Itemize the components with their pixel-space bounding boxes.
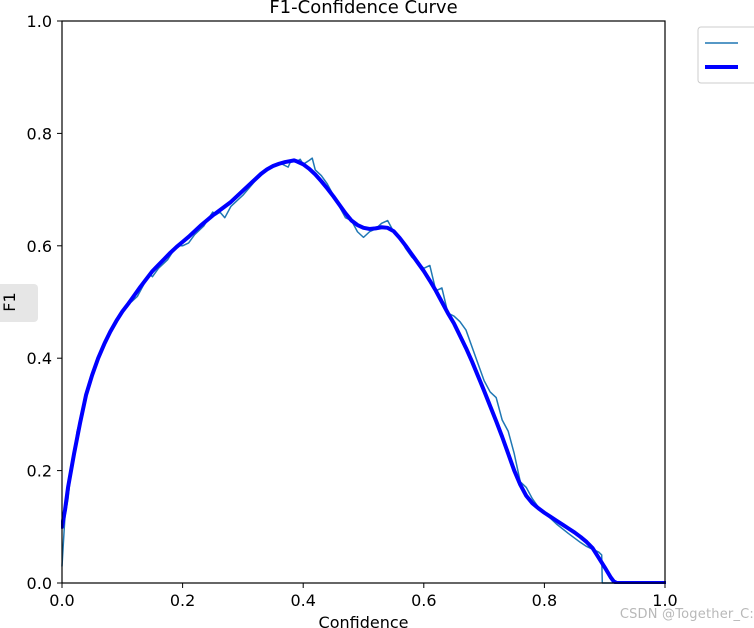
y-tick-label-0: 0.0	[27, 574, 52, 593]
y-tick-label-2: 0.4	[27, 349, 52, 368]
plot-background	[62, 21, 665, 583]
x-tick-label-1: 0.2	[170, 591, 195, 610]
x-tick-label-4: 0.8	[532, 591, 557, 610]
side-panel-tab[interactable]	[0, 284, 38, 322]
axes-frame	[61, 20, 666, 584]
y-tick-label-1: 0.2	[27, 462, 52, 481]
x-axis-label: Confidence	[319, 613, 409, 628]
y-tick-label-3: 0.6	[27, 237, 52, 256]
chart-title: F1-Confidence Curve	[269, 0, 457, 18]
x-tick-label-5: 1.0	[652, 591, 677, 610]
watermark: CSDN @Together_C:	[619, 607, 754, 622]
y-axis-label: F1	[0, 292, 19, 311]
y-tick-label-4: 0.8	[27, 124, 52, 143]
series-line-2	[61, 158, 666, 584]
legend-box	[697, 26, 754, 84]
plot-area	[62, 21, 665, 583]
axes-layer: 0.0 0.2 0.4 0.6 0.8 1.0 0.0 0.2 0.4 0.6 0.8 1.0	[27, 12, 678, 610]
legend	[697, 26, 754, 84]
series-layer	[61, 157, 666, 584]
y-tick-label-5: 1.0	[27, 12, 52, 31]
x-tick-label-3: 0.6	[411, 591, 436, 610]
x-tick-label-2: 0.4	[290, 591, 315, 610]
x-tick-label-0: 0.0	[49, 591, 74, 610]
